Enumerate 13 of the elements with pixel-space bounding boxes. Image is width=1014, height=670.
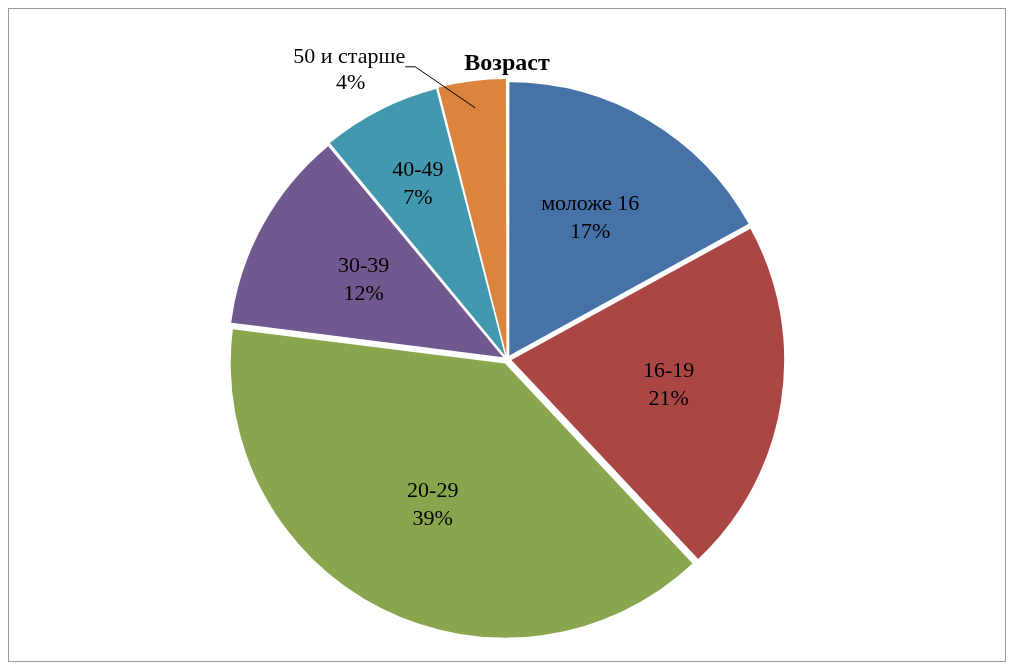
slice-label: 50 и старше xyxy=(293,42,406,68)
data-label: 12% xyxy=(343,280,384,306)
data-label: 4% xyxy=(335,68,366,94)
slice-label: 30-39 xyxy=(338,252,390,278)
data-label: 39% xyxy=(412,504,453,530)
slice-label: 20-29 xyxy=(407,476,459,502)
slice-label: 40-49 xyxy=(392,156,444,182)
slice-label: моложе 16 xyxy=(541,190,640,216)
slice-label: 16-19 xyxy=(642,356,695,382)
data-label: 7% xyxy=(403,184,433,210)
chart-title: Возраст xyxy=(464,48,550,75)
data-label: 17% xyxy=(570,218,611,244)
data-label: 21% xyxy=(648,384,689,410)
